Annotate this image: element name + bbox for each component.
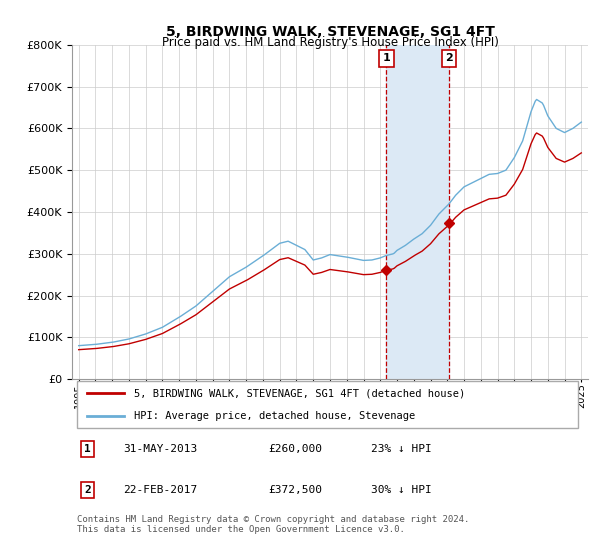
Text: 31-MAY-2013: 31-MAY-2013 [124,444,198,454]
Text: 5, BIRDWING WALK, STEVENAGE, SG1 4FT: 5, BIRDWING WALK, STEVENAGE, SG1 4FT [166,25,494,39]
Text: 5, BIRDWING WALK, STEVENAGE, SG1 4FT (detached house): 5, BIRDWING WALK, STEVENAGE, SG1 4FT (de… [134,389,465,399]
Text: Price paid vs. HM Land Registry's House Price Index (HPI): Price paid vs. HM Land Registry's House … [161,36,499,49]
Text: £372,500: £372,500 [268,485,322,494]
Text: 1: 1 [383,53,391,63]
Text: 30% ↓ HPI: 30% ↓ HPI [371,485,432,494]
Text: 2: 2 [84,485,91,494]
Text: 1: 1 [84,444,91,454]
Text: 22-FEB-2017: 22-FEB-2017 [124,485,198,494]
FancyBboxPatch shape [77,381,578,428]
Bar [386,45,449,379]
Text: HPI: Average price, detached house, Stevenage: HPI: Average price, detached house, Stev… [134,411,415,421]
Text: 23% ↓ HPI: 23% ↓ HPI [371,444,432,454]
Text: £260,000: £260,000 [268,444,322,454]
Text: 2: 2 [445,53,453,63]
Text: Contains HM Land Registry data © Crown copyright and database right 2024.
This d: Contains HM Land Registry data © Crown c… [77,515,470,534]
